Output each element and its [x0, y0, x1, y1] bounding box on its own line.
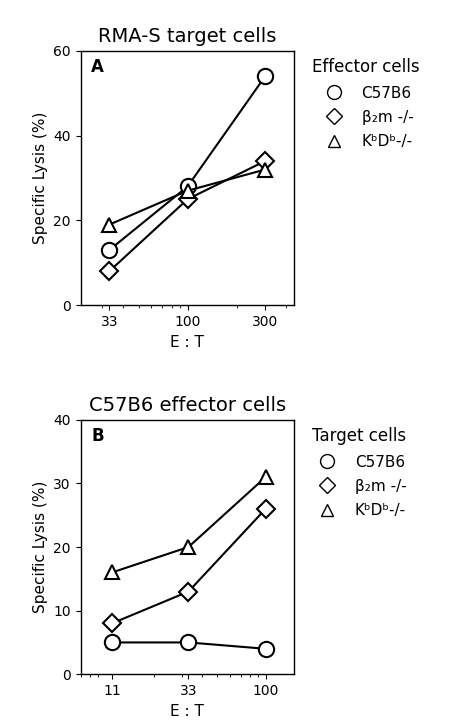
X-axis label: E : T: E : T — [170, 703, 204, 718]
Y-axis label: Specific Lysis (%): Specific Lysis (%) — [33, 112, 48, 244]
Legend: C57B6, β₂m -/-, KᵇDᵇ-/-: C57B6, β₂m -/-, KᵇDᵇ-/- — [312, 428, 407, 518]
Y-axis label: Specific Lysis (%): Specific Lysis (%) — [33, 481, 48, 613]
Text: B: B — [91, 428, 104, 445]
Text: A: A — [91, 59, 104, 76]
Title: C57B6 effector cells: C57B6 effector cells — [89, 397, 286, 415]
Title: RMA-S target cells: RMA-S target cells — [98, 28, 276, 46]
Legend: C57B6, β₂m -/-, KᵇDᵇ-/-: C57B6, β₂m -/-, KᵇDᵇ-/- — [312, 59, 420, 149]
X-axis label: E : T: E : T — [170, 334, 204, 349]
